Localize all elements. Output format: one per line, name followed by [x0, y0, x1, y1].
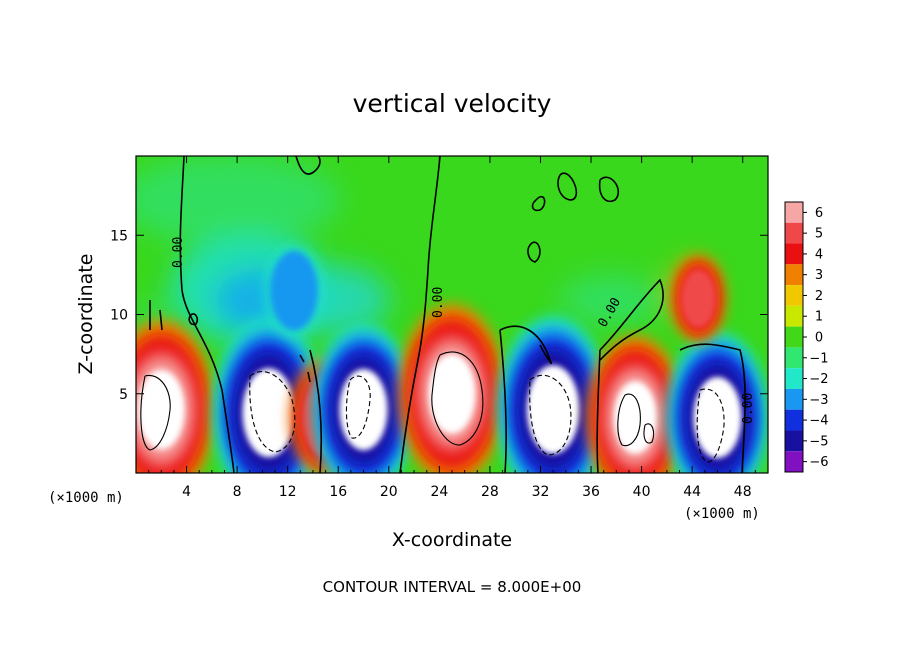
- x-tick-label: 4: [182, 484, 191, 500]
- x-unit-right: (×1000 m): [684, 506, 760, 522]
- x-tick-label: 28: [481, 484, 499, 500]
- downdraft-cell: [498, 316, 609, 473]
- colorbar-swatch: [785, 430, 803, 452]
- colorbar-swatch: [785, 264, 803, 286]
- x-tick-label: 8: [233, 484, 242, 500]
- colorbar-label: −5: [809, 434, 828, 449]
- downdraft-cell: [266, 245, 322, 336]
- colorbar-label: 6: [815, 206, 823, 221]
- svg-text:0.00: 0.00: [431, 287, 446, 318]
- x-tick-label: 16: [329, 484, 347, 500]
- colorbar-swatch: [785, 409, 803, 431]
- colorbar-swatch: [785, 451, 803, 472]
- x-unit-left: (×1000 m): [48, 490, 124, 506]
- x-axis: 4 8 12 16 20 24 28 32 36 40 44 48: [148, 156, 756, 500]
- contour-interval: CONTOUR INTERVAL = 8.000E+00: [323, 578, 582, 596]
- colorbar-label: −6: [809, 455, 828, 470]
- updraft-cell: [136, 319, 215, 473]
- updraft-cell: [399, 304, 505, 473]
- colorbar-label: −3: [809, 393, 828, 408]
- colorbar-swatch: [785, 305, 803, 327]
- x-tick-label: 44: [683, 484, 701, 500]
- y-tick-label: 5: [119, 387, 128, 403]
- svg-text:0.00: 0.00: [171, 237, 186, 268]
- colorbar-swatch: [785, 368, 803, 389]
- colorbar-swatch: [785, 243, 803, 265]
- colorbar-label: −1: [809, 351, 828, 366]
- colorbar: 6 5 4 3 2 1 0 −1 −2 −3 −4 −5 −6: [784, 201, 829, 473]
- zero-contours: [149, 156, 746, 473]
- x-tick-label: 12: [279, 484, 297, 500]
- colorbar-swatch: [785, 347, 803, 369]
- colorbar-label: 1: [815, 310, 823, 325]
- y-axis-label: Z-coordinate: [75, 254, 97, 375]
- heatmap-field: 0.00 0.00 0.00 0.00: [136, 156, 768, 473]
- chart-title: vertical velocity: [353, 89, 552, 118]
- y-tick-label: 10: [110, 308, 128, 324]
- colorbar-label: 2: [815, 289, 823, 304]
- x-tick-label: 40: [633, 484, 651, 500]
- svg-text:0.00: 0.00: [741, 393, 756, 424]
- colorbar-label: 0: [815, 331, 823, 346]
- colorbar-label: −4: [809, 414, 828, 429]
- colorbar-swatch: [785, 202, 803, 223]
- colorbar-swatch: [785, 285, 803, 306]
- colorbar-swatch: [785, 326, 803, 348]
- y-axis: 5 10 15: [110, 228, 768, 403]
- colorbar-swatch: [785, 222, 803, 244]
- downdraft-cell: [313, 324, 414, 473]
- x-axis-label: X-coordinate: [392, 529, 512, 551]
- colorbar-label: 5: [815, 227, 823, 242]
- x-tick-label: 32: [532, 484, 550, 500]
- x-tick-label: 24: [430, 484, 448, 500]
- x-tick-label: 20: [380, 484, 398, 500]
- x-tick-label: 48: [734, 484, 752, 500]
- updraft-cell: [586, 335, 684, 473]
- updraft-cell: [672, 255, 725, 342]
- x-tick-label: 36: [582, 484, 600, 500]
- y-tick-label: 15: [110, 228, 128, 244]
- colorbar-label: 3: [815, 268, 823, 283]
- colorbar-label: −2: [809, 372, 828, 387]
- inner-contours: [140, 351, 725, 463]
- colorbar-label: 4: [815, 247, 823, 262]
- colorbar-swatch: [785, 388, 803, 410]
